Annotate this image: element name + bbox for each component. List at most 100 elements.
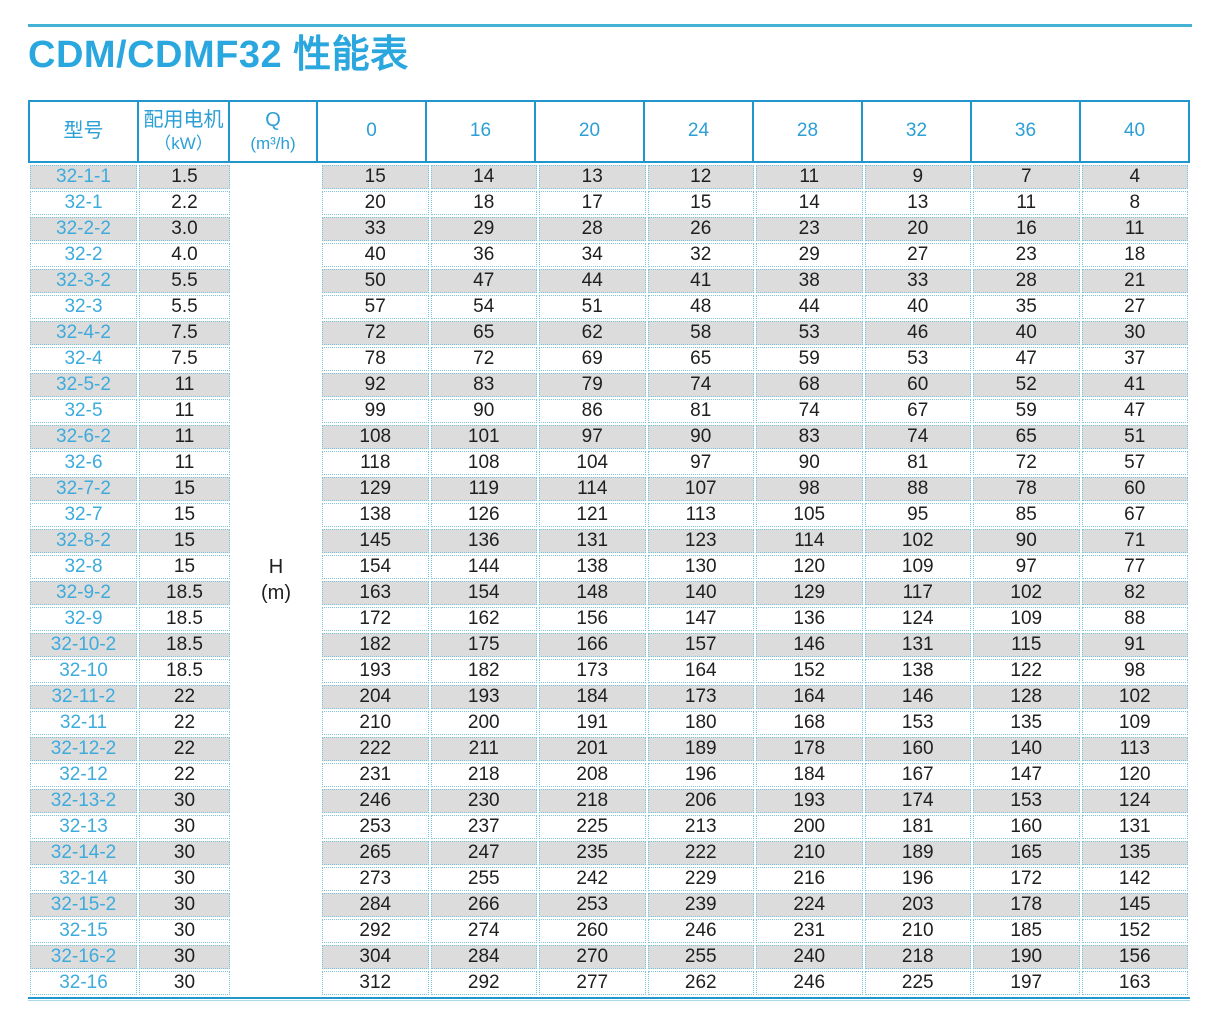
value-cell: 135 bbox=[973, 710, 1080, 735]
value-cell: 78 bbox=[973, 476, 1080, 501]
table-row: 32-12 22 231 218 208 196 184 167 147 120 bbox=[30, 762, 1188, 787]
value-cell: 78 bbox=[322, 346, 429, 371]
value-cell: 88 bbox=[1081, 606, 1188, 631]
value-cell: 29 bbox=[430, 216, 537, 241]
value-cell: 77 bbox=[1081, 554, 1188, 579]
value-cell: 180 bbox=[647, 710, 754, 735]
table-row: 32-6 11 118 108 104 97 90 81 72 57 bbox=[30, 450, 1188, 475]
kw-cell: 18.5 bbox=[139, 580, 230, 605]
value-cell: 175 bbox=[430, 632, 537, 657]
value-cell: 270 bbox=[539, 944, 646, 969]
value-cell: 196 bbox=[864, 866, 971, 891]
value-cell: 196 bbox=[647, 762, 754, 787]
value-cell: 20 bbox=[322, 190, 429, 215]
value-cell: 59 bbox=[756, 346, 863, 371]
value-cell: 115 bbox=[973, 632, 1080, 657]
value-cell: 255 bbox=[430, 866, 537, 891]
value-cell: 69 bbox=[539, 346, 646, 371]
value-cell: 165 bbox=[973, 840, 1080, 865]
value-cell: 210 bbox=[322, 710, 429, 735]
model-cell: 32-6 bbox=[30, 450, 137, 475]
value-cell: 136 bbox=[756, 606, 863, 631]
model-cell: 32-11-2 bbox=[30, 684, 137, 709]
value-cell: 153 bbox=[973, 788, 1080, 813]
head-unit-cell: H (m) bbox=[232, 164, 320, 995]
value-cell: 225 bbox=[539, 814, 646, 839]
value-cell: 173 bbox=[539, 658, 646, 683]
value-cell: 113 bbox=[647, 502, 754, 527]
value-cell: 185 bbox=[973, 918, 1080, 943]
table-row: 32-14 30 273 255 242 229 216 196 172 142 bbox=[30, 866, 1188, 891]
value-cell: 44 bbox=[539, 268, 646, 293]
value-cell: 102 bbox=[973, 580, 1080, 605]
value-cell: 200 bbox=[756, 814, 863, 839]
table-row: 32-1-1 1.5 H (m) 15 14 13 12 11 9 7 4 bbox=[30, 164, 1188, 995]
model-cell: 32-8 bbox=[30, 554, 137, 579]
kw-cell: 7.5 bbox=[139, 346, 230, 371]
value-cell: 131 bbox=[539, 528, 646, 553]
value-cell: 253 bbox=[322, 814, 429, 839]
model-cell: 32-14-2 bbox=[30, 840, 137, 865]
value-cell: 15 bbox=[647, 190, 754, 215]
table-row: 32-10 18.5 193 182 173 164 152 138 122 98 bbox=[30, 658, 1188, 683]
model-cell: 32-7 bbox=[30, 502, 137, 527]
kw-cell: 15 bbox=[139, 502, 230, 527]
kw-cell: 22 bbox=[139, 684, 230, 709]
value-cell: 38 bbox=[756, 268, 863, 293]
table-header: 型号 配用电机 （kW） Q (m³/h) 0 16 20 24 28 32 3… bbox=[28, 99, 1190, 163]
value-cell: 7 bbox=[973, 164, 1080, 189]
value-cell: 101 bbox=[430, 424, 537, 449]
value-cell: 81 bbox=[647, 398, 754, 423]
value-cell: 17 bbox=[539, 190, 646, 215]
table-row: 32-8-2 15 145 136 131 123 114 102 90 71 bbox=[30, 528, 1188, 553]
header-q-unit: (m³/h) bbox=[250, 133, 296, 153]
value-cell: 173 bbox=[647, 684, 754, 709]
value-cell: 189 bbox=[864, 840, 971, 865]
value-cell: 231 bbox=[322, 762, 429, 787]
value-cell: 255 bbox=[647, 944, 754, 969]
value-cell: 274 bbox=[430, 918, 537, 943]
value-cell: 62 bbox=[539, 320, 646, 345]
value-cell: 120 bbox=[1081, 762, 1188, 787]
value-cell: 242 bbox=[539, 866, 646, 891]
value-cell: 53 bbox=[864, 346, 971, 371]
value-cell: 144 bbox=[430, 554, 537, 579]
value-cell: 97 bbox=[973, 554, 1080, 579]
value-cell: 83 bbox=[756, 424, 863, 449]
value-cell: 46 bbox=[864, 320, 971, 345]
value-cell: 102 bbox=[1081, 684, 1188, 709]
value-cell: 95 bbox=[864, 502, 971, 527]
table-row: 32-5 11 99 90 86 81 74 67 59 47 bbox=[30, 398, 1188, 423]
value-cell: 47 bbox=[430, 268, 537, 293]
header-flow-cell: 36 bbox=[970, 101, 1079, 161]
table-row: 32-8 15 154 144 138 130 120 109 97 77 bbox=[30, 554, 1188, 579]
kw-cell: 7.5 bbox=[139, 320, 230, 345]
value-cell: 97 bbox=[647, 450, 754, 475]
value-cell: 201 bbox=[539, 736, 646, 761]
kw-cell: 30 bbox=[139, 788, 230, 813]
header-flow-cell: 28 bbox=[752, 101, 861, 161]
value-cell: 41 bbox=[647, 268, 754, 293]
value-cell: 108 bbox=[430, 450, 537, 475]
model-cell: 32-16 bbox=[30, 970, 137, 995]
value-cell: 164 bbox=[647, 658, 754, 683]
value-cell: 121 bbox=[539, 502, 646, 527]
table-row: 32-13 30 253 237 225 213 200 181 160 131 bbox=[30, 814, 1188, 839]
kw-cell: 15 bbox=[139, 476, 230, 501]
model-cell: 32-15 bbox=[30, 918, 137, 943]
header-motor-label: 配用电机 bbox=[143, 108, 224, 131]
value-cell: 142 bbox=[1081, 866, 1188, 891]
value-cell: 9 bbox=[864, 164, 971, 189]
value-cell: 34 bbox=[539, 242, 646, 267]
value-cell: 164 bbox=[756, 684, 863, 709]
value-cell: 146 bbox=[864, 684, 971, 709]
kw-cell: 11 bbox=[139, 372, 230, 397]
value-cell: 157 bbox=[647, 632, 754, 657]
value-cell: 222 bbox=[647, 840, 754, 865]
value-cell: 218 bbox=[539, 788, 646, 813]
value-cell: 109 bbox=[864, 554, 971, 579]
kw-cell: 15 bbox=[139, 554, 230, 579]
value-cell: 197 bbox=[973, 970, 1080, 995]
model-cell: 32-16-2 bbox=[30, 944, 137, 969]
model-cell: 32-5-2 bbox=[30, 372, 137, 397]
